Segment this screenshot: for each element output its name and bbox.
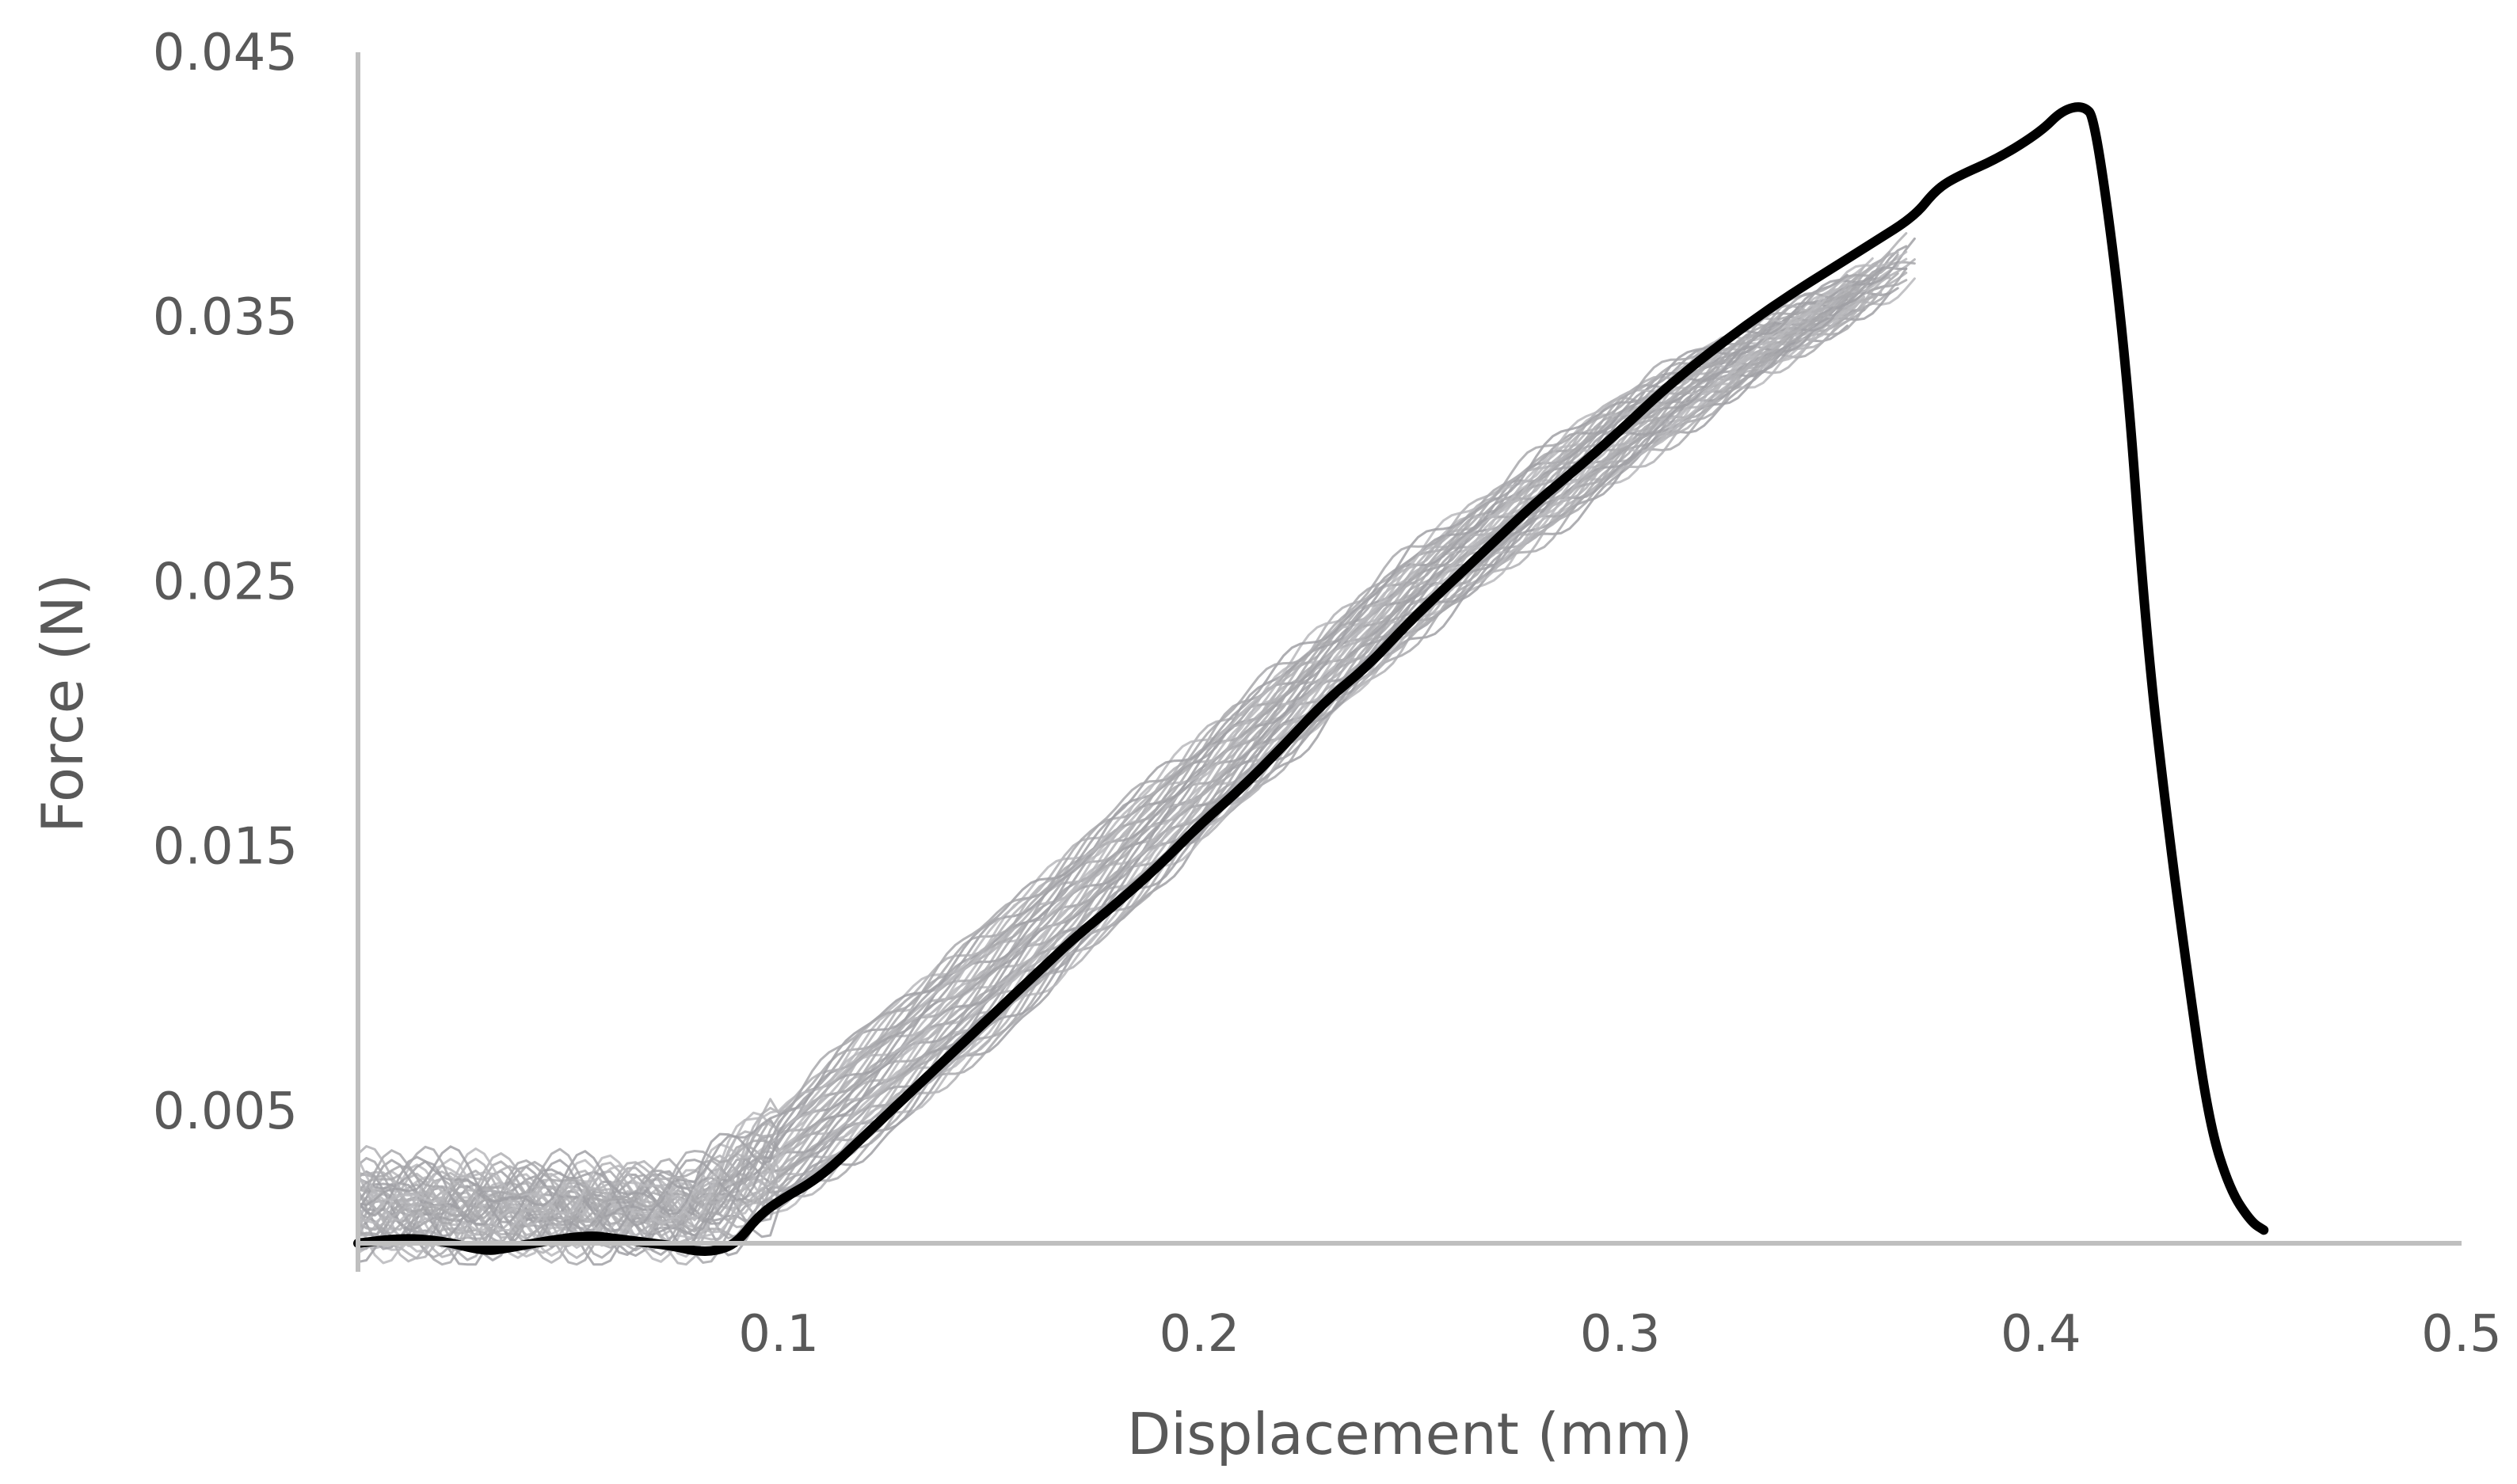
trial-curve [356,287,1899,1256]
trial-curve [356,297,1849,1245]
y-tick-label: 0.035 [153,288,298,347]
trial-curve [356,251,1899,1228]
main-curve-layer [353,102,2269,1256]
trial-curve [356,273,1857,1238]
trial-curve [356,264,1899,1240]
x-tick-labels: 0.1 0.2 0.3 0.4 0.5 [738,1305,2502,1364]
y-tick-label: 0.005 [153,1083,298,1141]
x-tick-label: 0.5 [2421,1305,2502,1364]
trial-curve [356,309,1857,1264]
trial-curve [356,232,1908,1221]
y-tick-label: 0.015 [153,818,298,877]
x-tick-label: 0.1 [738,1305,819,1364]
x-tick-label: 0.4 [2001,1305,2081,1364]
trial-curve [356,253,1899,1208]
trial-curve [356,274,1849,1216]
trial-curve [356,306,1866,1252]
gray-trial-curves [356,232,1916,1266]
y-tick-label: 0.025 [153,553,298,611]
x-tick-label: 0.3 [1580,1305,1661,1364]
x-tick-label: 0.2 [1159,1305,1240,1364]
y-axis-title: Force (N) [29,573,96,833]
y-tick-label: 0.045 [153,24,298,82]
x-axis-title: Displacement (mm) [1127,1401,1693,1467]
trial-curve [356,257,1874,1222]
trial-curve [356,290,1883,1265]
axes [356,52,2462,1272]
y-tick-labels: 0.005 0.015 0.025 0.035 0.045 [153,24,298,1141]
main-force-curve [353,102,2269,1256]
